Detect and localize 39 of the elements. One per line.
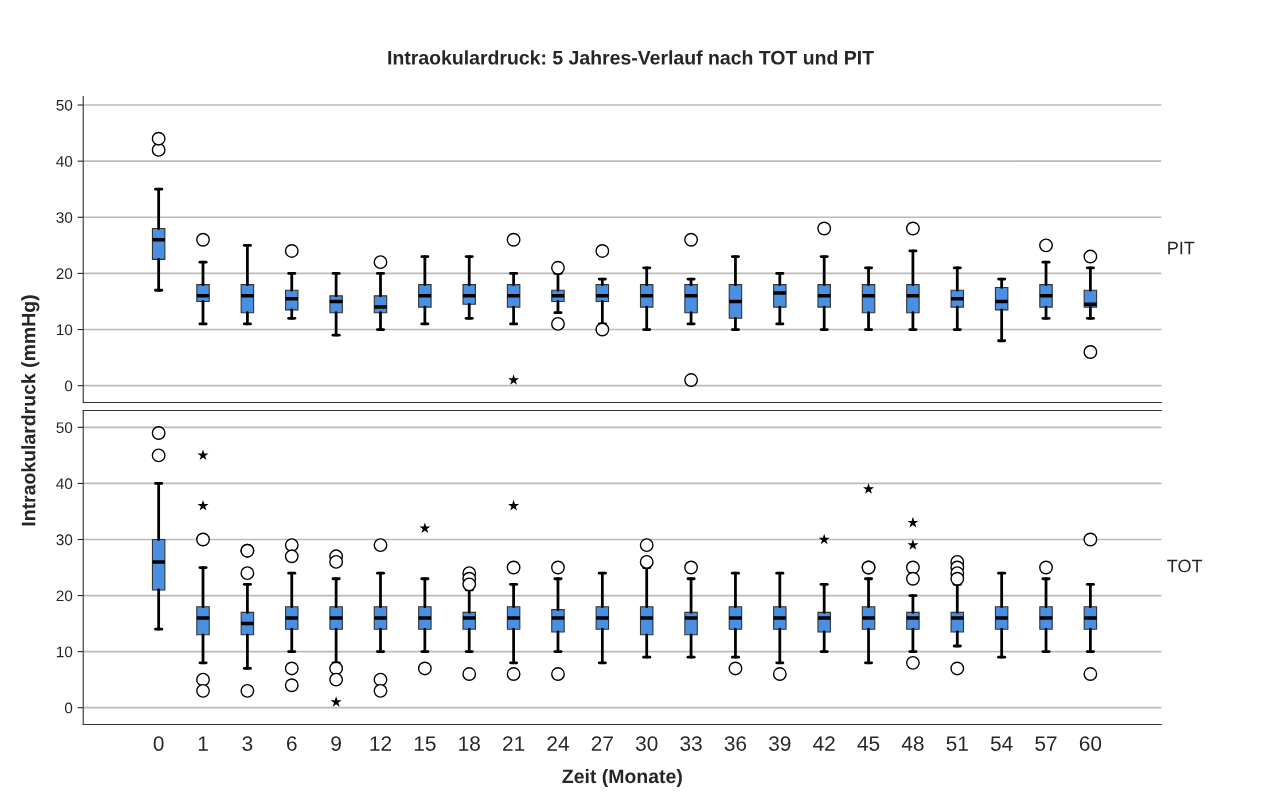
y-tick-label: 40 xyxy=(56,156,73,167)
x-tick-label: 9 xyxy=(331,736,341,751)
text: PIT xyxy=(1168,241,1195,255)
x-tick-label: 57 xyxy=(1035,736,1057,751)
x-tick-label: 45 xyxy=(857,736,880,751)
x-tick-label: 54 xyxy=(990,736,1013,751)
x-axis-title: Zeit (Monate) xyxy=(562,768,682,788)
x-tick-label: 24 xyxy=(547,736,569,751)
y-tick-label: 10 xyxy=(56,646,73,658)
y-tick-label: 50 xyxy=(56,99,73,111)
x-tick-label: 42 xyxy=(813,736,835,751)
text: TOT xyxy=(1167,559,1203,573)
x-tick-label: 1 xyxy=(198,736,208,751)
y-tick-label: 0 xyxy=(64,702,73,714)
y-tick-label: 30 xyxy=(56,534,73,546)
x-tick-label: 60 xyxy=(1079,736,1102,751)
x-tick-label: 3 xyxy=(242,736,253,751)
x-tick-label: 21 xyxy=(503,736,525,751)
y-tick-label: 30 xyxy=(56,212,73,223)
x-tick-label: 15 xyxy=(414,736,436,751)
x-tick-label: 48 xyxy=(901,736,924,751)
chart-title: Intraokulardruck: 5 Jahres-Verlauf nach TOT und PIT xyxy=(388,50,874,65)
y-tick-label: 20 xyxy=(56,268,73,280)
x-tick-label: 51 xyxy=(946,736,968,751)
x-tick-label: 39 xyxy=(769,736,791,751)
y-tick-label: 40 xyxy=(56,478,73,490)
x-tick-label: 0 xyxy=(153,736,164,751)
x-tick-label: 33 xyxy=(680,736,702,751)
y-tick-label: 10 xyxy=(56,324,73,336)
x-tick-label: 30 xyxy=(635,736,658,751)
x-tick-label: 12 xyxy=(370,736,392,751)
y-axis-title: Intraokulardruck (mmHg) xyxy=(21,295,40,526)
x-tick-label: 36 xyxy=(724,736,747,751)
x-tick-label: 6 xyxy=(287,736,297,751)
x-tick-label: 18 xyxy=(459,736,480,751)
y-tick-label: 0 xyxy=(64,380,73,392)
x-tick-label: 27 xyxy=(591,736,613,751)
y-tick-label: 50 xyxy=(56,422,73,434)
y-tick-label: 20 xyxy=(56,590,73,602)
